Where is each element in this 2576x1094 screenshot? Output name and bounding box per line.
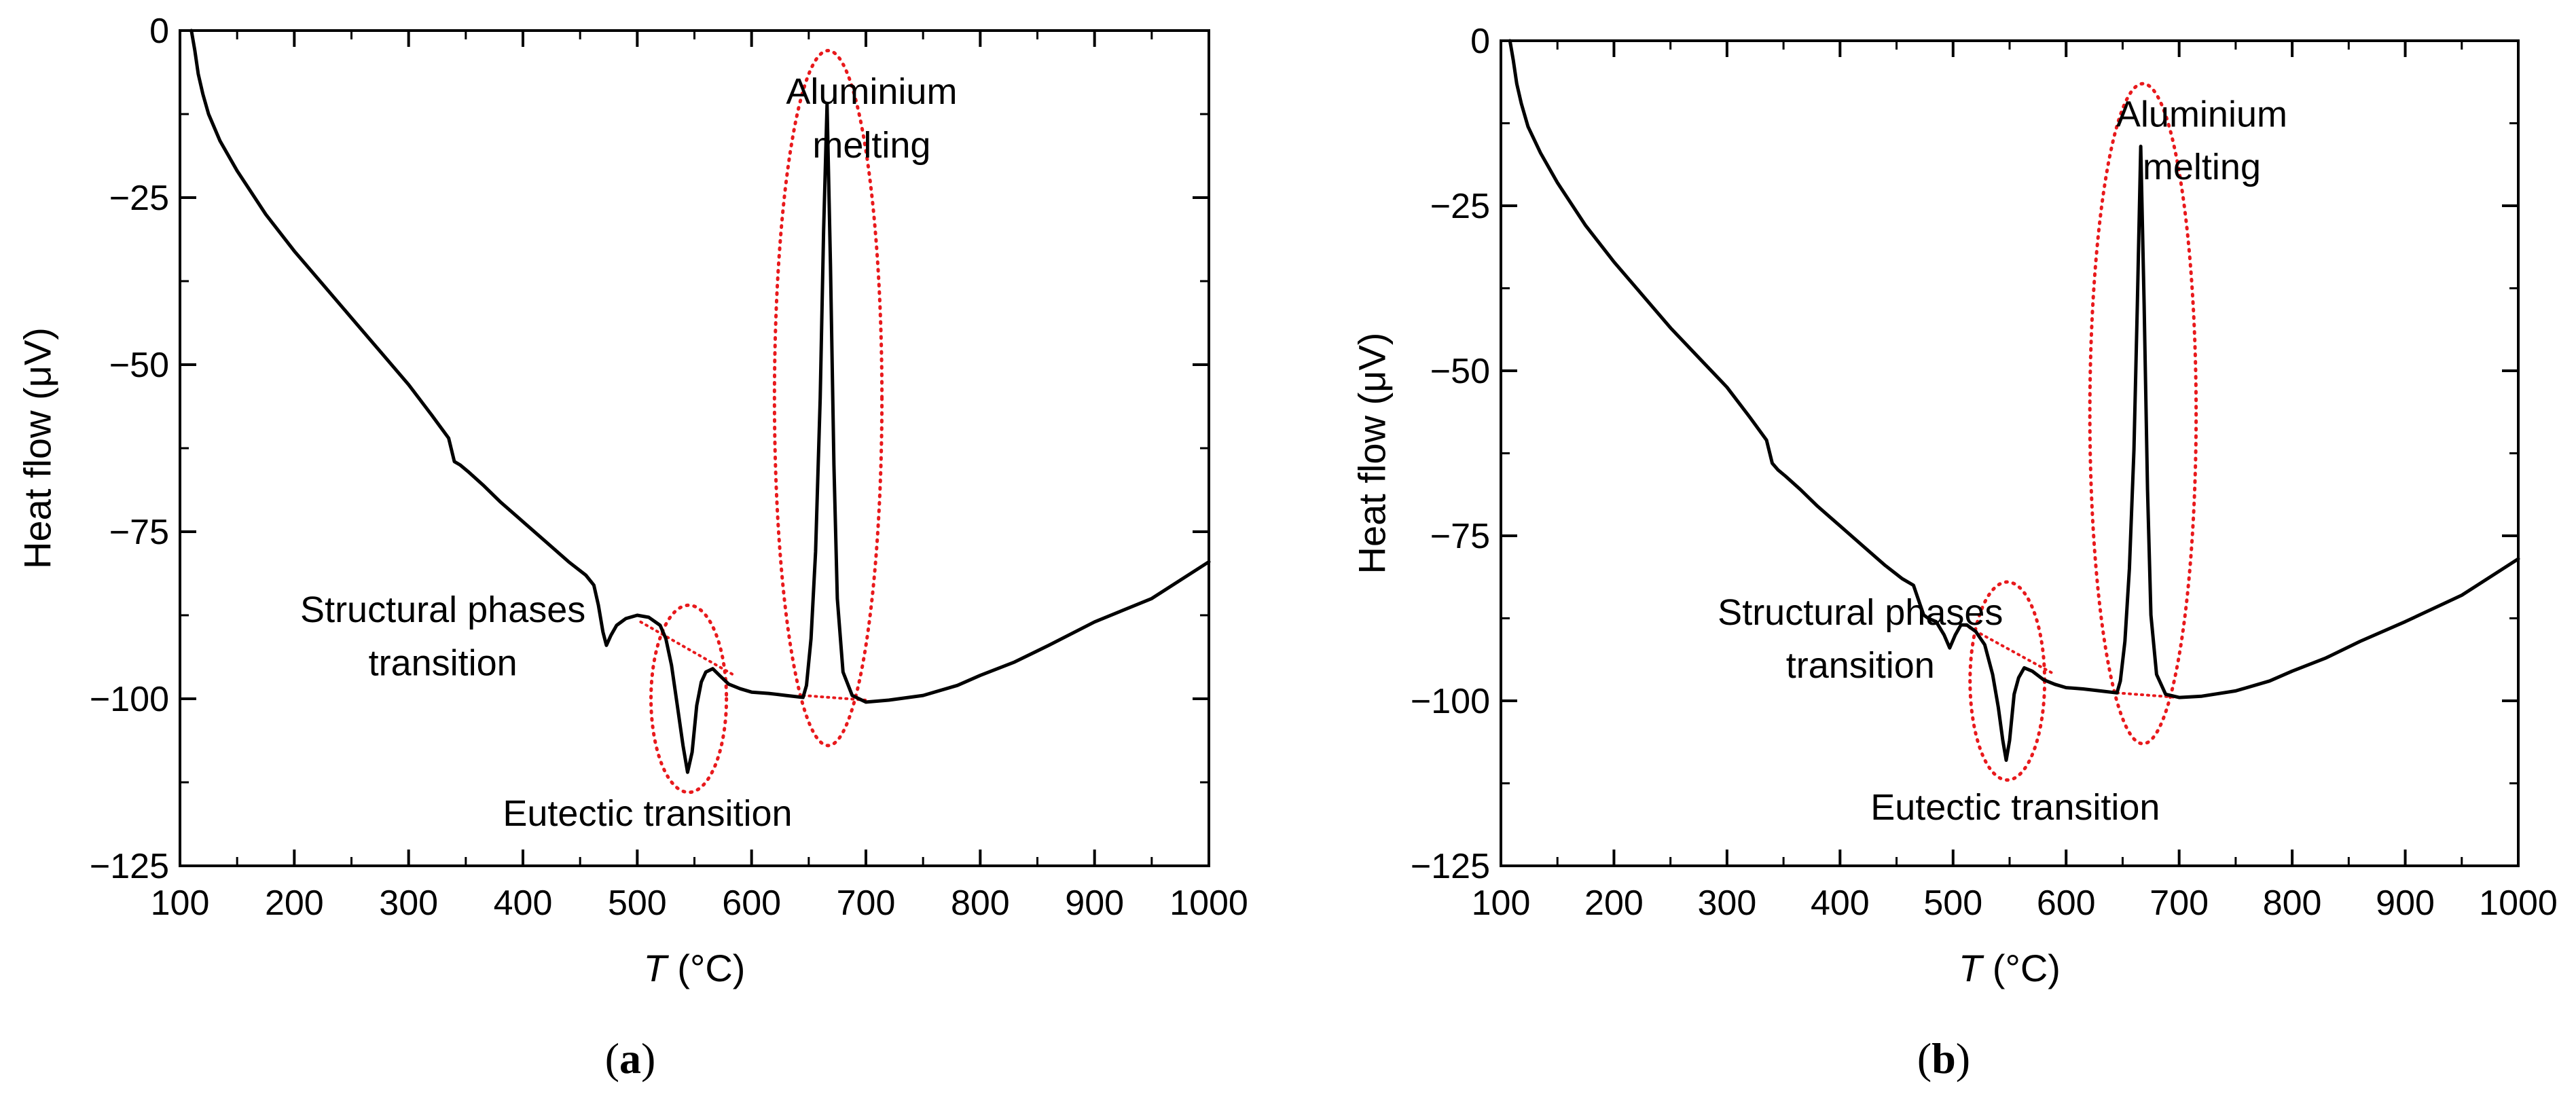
chart-panel-a: 100 200 300 400 500 600 700 800 900 1000 0 −25 −50 −7… bbox=[16, 12, 1248, 1082]
y-axis-title: Heat flow (μV) bbox=[16, 327, 59, 569]
y-tick-label: −100 bbox=[90, 680, 169, 719]
x-tick-label: 200 bbox=[265, 883, 324, 923]
y-tick-label: −50 bbox=[1430, 352, 1490, 391]
y-tick-label: −125 bbox=[1411, 847, 1490, 886]
x-tick-label: 800 bbox=[2263, 883, 2322, 923]
x-tick-label: 600 bbox=[2037, 883, 2096, 923]
x-tick-label: 400 bbox=[494, 883, 553, 923]
x-tick-label: 400 bbox=[1811, 883, 1870, 923]
x-tick-label: 1000 bbox=[2479, 883, 2558, 923]
y-tick-label: −25 bbox=[109, 179, 169, 218]
annotation-label: transition bbox=[1786, 645, 1935, 686]
y-tick-label: −75 bbox=[109, 513, 169, 552]
y-tick-label: −125 bbox=[90, 847, 169, 886]
panel-label: (a) bbox=[605, 1034, 656, 1082]
y-axis-title: Heat flow (μV) bbox=[1351, 333, 1394, 575]
x-axis-title: T (°C) bbox=[1959, 947, 2061, 989]
annotation-label: transition bbox=[369, 643, 518, 684]
y-tick-label: 0 bbox=[149, 12, 169, 51]
x-axis-variable: T bbox=[644, 947, 670, 989]
panel-label-close: ) bbox=[641, 1034, 655, 1082]
annotation-label: Eutectic transition bbox=[503, 793, 792, 834]
heat-flow-curve bbox=[1508, 39, 2520, 762]
panel-label: (b) bbox=[1917, 1034, 1970, 1082]
annotation-label: melting bbox=[812, 125, 930, 166]
x-axis-unit: (°C) bbox=[667, 947, 746, 989]
peak-baseline bbox=[801, 694, 867, 701]
x-tick-label: 100 bbox=[151, 883, 210, 923]
x-tick-label: 300 bbox=[1698, 883, 1757, 923]
x-tick-label: 700 bbox=[837, 883, 896, 923]
chart-panel-b: 100 200 300 400 500 600 700 800 900 1000 0 −25 −50 −7… bbox=[1351, 22, 2558, 1082]
x-axis-title: T (°C) bbox=[644, 947, 746, 989]
x-tick-label: 600 bbox=[722, 883, 781, 923]
y-tick-label: −75 bbox=[1430, 517, 1490, 556]
annotation-label: Aluminium bbox=[2116, 94, 2287, 134]
x-tick-label: 200 bbox=[1584, 883, 1644, 923]
annotation-label: Structural phases bbox=[1718, 592, 2003, 633]
y-tick-label: −100 bbox=[1411, 682, 1490, 721]
x-tick-label: 900 bbox=[2376, 883, 2435, 923]
panel-label-open: ( bbox=[605, 1034, 619, 1082]
peak-baseline bbox=[1963, 623, 2056, 676]
x-axis-variable: T bbox=[1959, 947, 1984, 989]
x-tick-label: 100 bbox=[1472, 883, 1531, 923]
transition-highlight-ellipse bbox=[649, 603, 729, 795]
peak-baseline bbox=[2116, 691, 2181, 699]
heat-flow-curve bbox=[189, 29, 1211, 774]
panel-label-letter: b bbox=[1931, 1034, 1956, 1082]
x-tick-label: 800 bbox=[951, 883, 1010, 923]
y-tick-label: 0 bbox=[1470, 22, 1490, 61]
x-tick-label: 500 bbox=[608, 883, 667, 923]
panel-label-letter: a bbox=[619, 1034, 641, 1082]
x-tick-label: 300 bbox=[379, 883, 438, 923]
x-tick-label: 700 bbox=[2149, 883, 2209, 923]
y-tick-label: −25 bbox=[1430, 187, 1490, 226]
panel-label-close: ) bbox=[1956, 1034, 1970, 1082]
x-tick-label: 500 bbox=[1923, 883, 1982, 923]
y-tick-label: −50 bbox=[109, 346, 169, 385]
x-axis-unit: (°C) bbox=[1982, 947, 2061, 989]
annotation-label: Structural phases bbox=[300, 589, 585, 630]
annotation-label: melting bbox=[2143, 147, 2261, 187]
annotation-label: Aluminium bbox=[786, 71, 957, 112]
annotation-label: Eutectic transition bbox=[1870, 787, 2160, 828]
panel-label-open: ( bbox=[1917, 1034, 1931, 1082]
peak-baseline bbox=[639, 620, 736, 677]
x-tick-label: 900 bbox=[1065, 883, 1124, 923]
transition-highlight-ellipse bbox=[2088, 81, 2198, 746]
transition-highlight-ellipse bbox=[772, 49, 884, 748]
x-tick-label: 1000 bbox=[1169, 883, 1248, 923]
